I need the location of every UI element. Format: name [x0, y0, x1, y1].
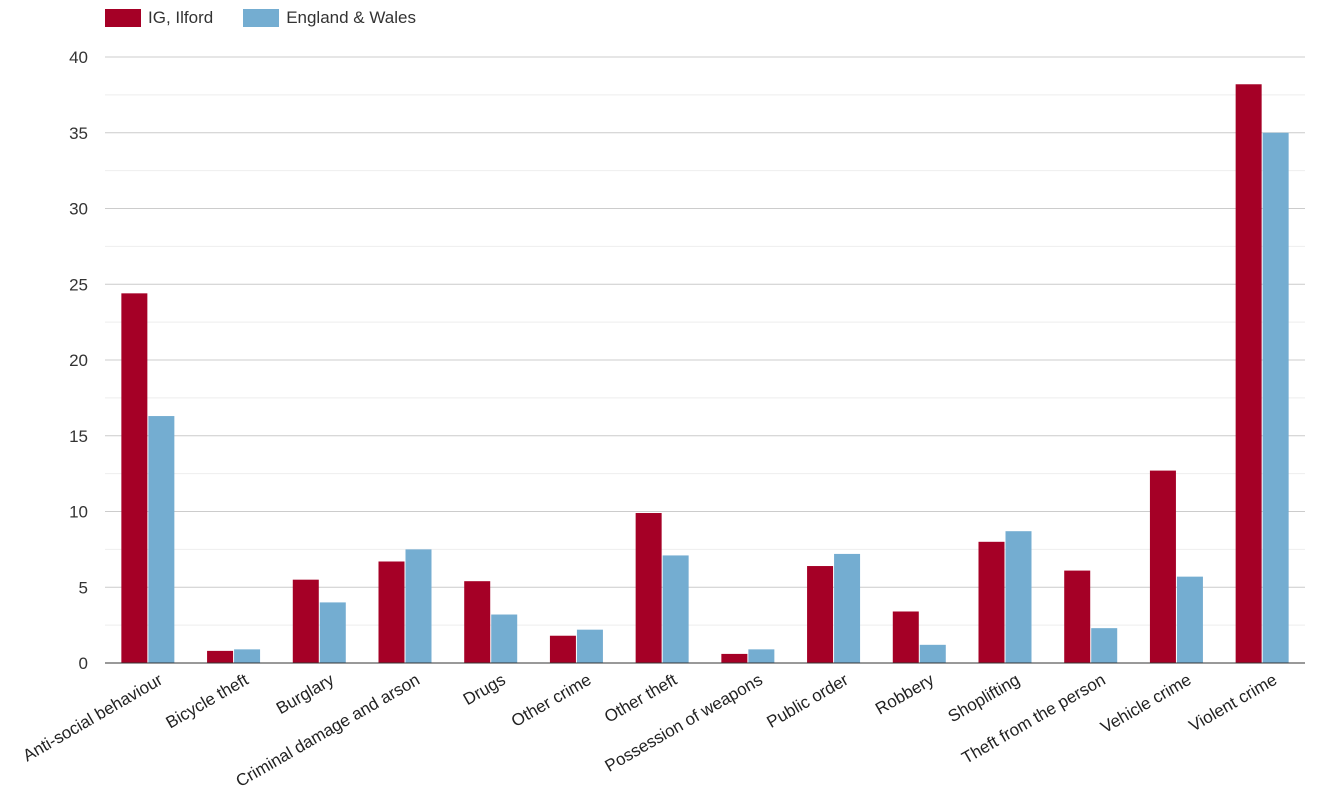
bar-england-wales[interactable]	[319, 602, 346, 663]
bar-england-wales[interactable]	[662, 555, 689, 663]
x-tick-label: Robbery	[872, 670, 938, 719]
gridlines	[105, 56, 1305, 626]
bar-england-wales[interactable]	[748, 649, 775, 663]
x-tick-label: Other theft	[601, 670, 680, 727]
x-tick-label: Violent crime	[1186, 670, 1280, 735]
x-tick-label: Burglary	[273, 670, 338, 718]
bar-england-wales[interactable]	[576, 629, 603, 663]
bar-ilford[interactable]	[807, 566, 834, 663]
legend-label-ilford: IG, Ilford	[148, 8, 214, 27]
bar-ilford[interactable]	[207, 650, 234, 663]
bar-ilford[interactable]	[1064, 570, 1091, 663]
y-axis-ticks: 0 5 10 15 20 25 30 35 40	[69, 48, 88, 673]
y-tick-label: 35	[69, 124, 88, 143]
bar-england-wales[interactable]	[405, 549, 432, 663]
bar-ilford[interactable]	[292, 579, 319, 663]
legend-item-england-wales[interactable]: England & Wales	[243, 8, 416, 28]
bar-ilford[interactable]	[1149, 470, 1176, 663]
y-tick-label: 0	[79, 654, 88, 673]
bar-england-wales[interactable]	[1005, 531, 1032, 663]
y-tick-label: 10	[69, 503, 88, 522]
x-tick-label: Bicycle theft	[163, 670, 252, 732]
legend-item-ilford[interactable]: IG, Ilford	[105, 8, 213, 28]
bar-ilford[interactable]	[378, 561, 405, 663]
x-tick-label: Possession of weapons	[602, 670, 766, 776]
bar-england-wales[interactable]	[834, 553, 861, 663]
bar-ilford[interactable]	[121, 293, 148, 663]
y-tick-label: 40	[69, 48, 88, 67]
legend-swatch-england-wales	[243, 9, 280, 27]
bar-ilford[interactable]	[892, 611, 919, 663]
bar-england-wales[interactable]	[1176, 576, 1203, 663]
bar-england-wales[interactable]	[148, 416, 175, 663]
legend-swatch-ilford	[105, 9, 141, 27]
bar-ilford[interactable]	[549, 635, 576, 663]
bar-england-wales[interactable]	[491, 614, 518, 663]
y-tick-label: 25	[69, 275, 88, 294]
bar-ilford[interactable]	[635, 513, 662, 663]
x-tick-label: Public order	[764, 670, 852, 732]
bar-england-wales[interactable]	[234, 649, 261, 663]
y-tick-label: 30	[69, 200, 88, 219]
legend: IG, Ilford England & Wales	[105, 6, 416, 30]
bar-ilford[interactable]	[464, 581, 491, 663]
bar-ilford[interactable]	[721, 653, 748, 663]
y-tick-label: 20	[69, 351, 88, 370]
x-tick-label: Vehicle crime	[1097, 670, 1194, 737]
x-tick-label: Other crime	[508, 670, 594, 731]
legend-label-england-wales: England & Wales	[286, 8, 416, 27]
y-tick-label: 15	[69, 427, 88, 446]
x-tick-label: Anti-social behaviour	[20, 670, 166, 766]
bars	[121, 84, 1289, 663]
bar-england-wales[interactable]	[1262, 132, 1289, 663]
x-tick-label: Drugs	[460, 670, 509, 709]
y-tick-label: 5	[79, 578, 88, 597]
bar-england-wales[interactable]	[1091, 628, 1118, 663]
x-tick-label: Shoplifting	[945, 670, 1023, 726]
bar-england-wales[interactable]	[919, 644, 946, 663]
bar-ilford[interactable]	[1235, 84, 1262, 663]
bar-ilford[interactable]	[978, 541, 1005, 663]
x-tick-label: Theft from the person	[958, 670, 1108, 768]
